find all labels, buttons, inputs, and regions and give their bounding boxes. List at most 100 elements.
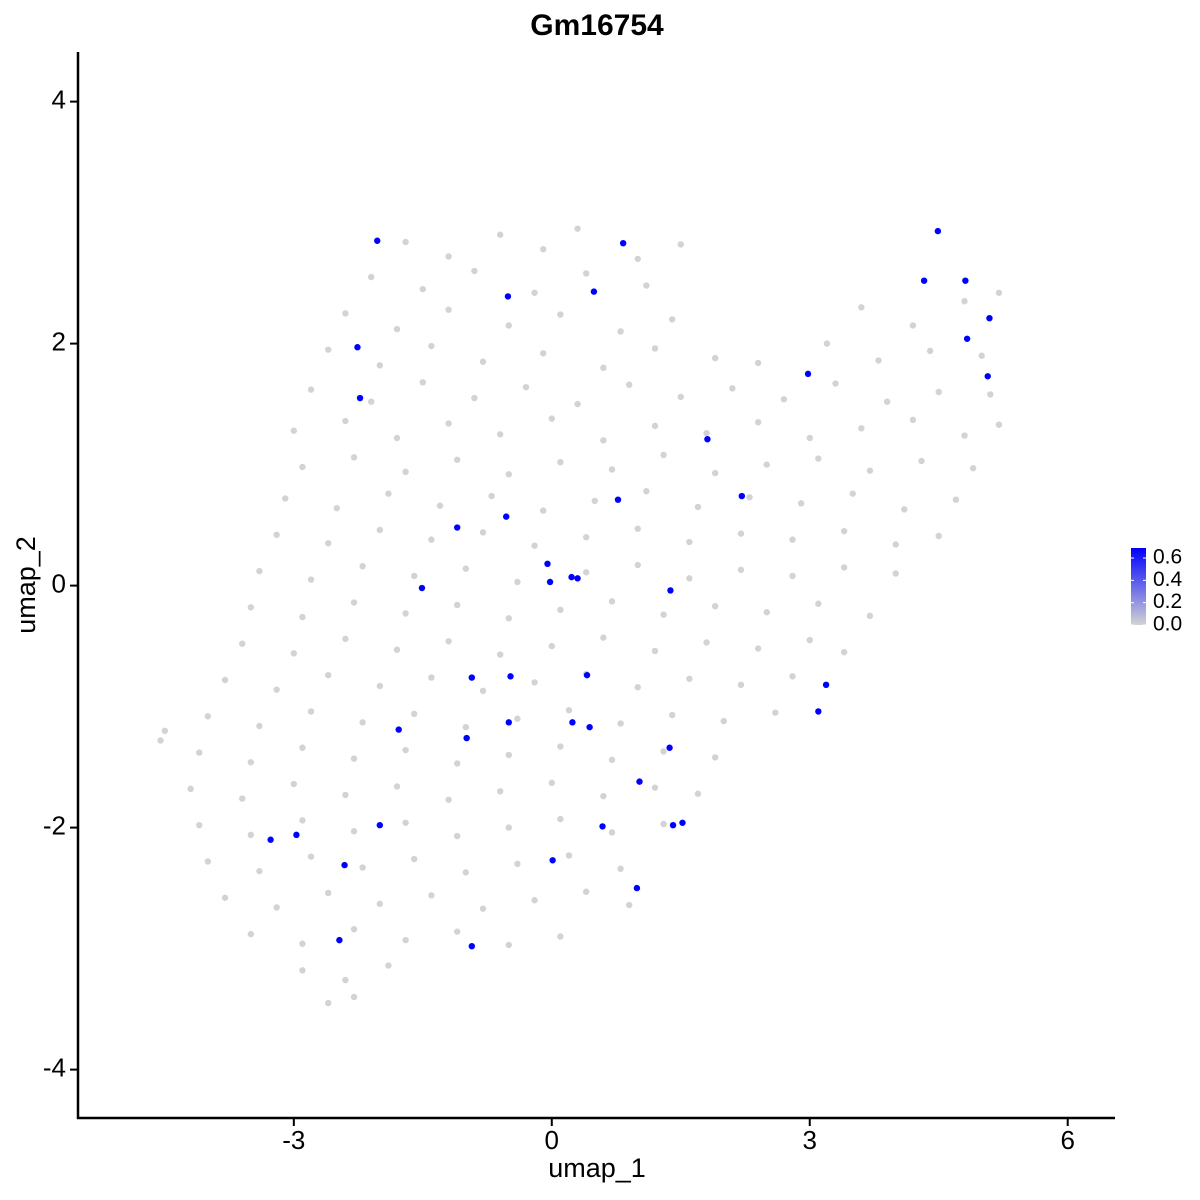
cell-point (350, 755, 358, 762)
cell-point (507, 673, 514, 680)
cell-point (196, 821, 203, 829)
cell-point (557, 311, 564, 318)
cell-point (350, 599, 358, 606)
cell-point (341, 861, 348, 869)
cell-point (918, 457, 925, 465)
cell-point (961, 432, 968, 439)
cell-point (583, 671, 591, 679)
cell-point (840, 648, 848, 656)
cell-point (325, 671, 332, 679)
cell-point (256, 722, 263, 730)
cell-point (969, 465, 977, 472)
cell-point (196, 749, 203, 756)
cell-point (544, 560, 551, 568)
cell-point (643, 488, 650, 495)
cell-point (468, 942, 476, 950)
cell-point (677, 393, 684, 401)
cell-point (411, 710, 418, 718)
cell-point (901, 506, 908, 513)
cell-point (247, 604, 255, 611)
cell-point (668, 316, 676, 323)
cell-point (557, 606, 564, 614)
cell-point (376, 900, 384, 908)
cell-point (660, 611, 667, 618)
cell-point (402, 238, 409, 246)
cell-point (496, 431, 504, 438)
cell-point (677, 241, 684, 248)
cell-point (496, 231, 504, 238)
cell-point (608, 466, 616, 473)
cell-point (505, 471, 512, 478)
cell-point (909, 416, 917, 424)
cell-point (157, 737, 164, 744)
cell-point (668, 711, 676, 719)
cell-point (402, 936, 409, 944)
cell-point (161, 727, 169, 735)
cell-point (419, 379, 427, 386)
cell-point (669, 821, 677, 829)
cell-point (479, 529, 487, 536)
cell-point (445, 638, 452, 645)
cell-point (651, 345, 659, 352)
y-tick-label: -4 (43, 1052, 66, 1082)
cell-point (445, 796, 452, 803)
cell-point (608, 829, 616, 836)
cell-point (737, 566, 745, 574)
cell-point (935, 388, 942, 396)
cell-point (505, 322, 512, 329)
cell-point (496, 788, 504, 795)
cell-point (204, 858, 212, 865)
chart-title: Gm16754 (530, 9, 664, 42)
cell-point (307, 386, 315, 393)
cell-point (376, 682, 384, 690)
cell-point (402, 819, 409, 826)
colorbar-tick-label: 0.0 (1153, 613, 1182, 636)
cell-point (505, 615, 512, 622)
colorbar-tick-label: 0.2 (1153, 590, 1182, 613)
cell-point (462, 869, 470, 876)
cell-point (454, 760, 461, 767)
cell-point (325, 540, 332, 547)
cell-point (763, 609, 770, 616)
cell-point (995, 421, 1003, 428)
cell-point (479, 905, 487, 912)
cell-point (307, 853, 315, 860)
cell-point (568, 573, 575, 581)
cell-point (531, 679, 538, 686)
cell-point (549, 857, 556, 864)
x-tick-label: -3 (282, 1125, 305, 1155)
cell-point (574, 225, 581, 232)
cell-point (875, 357, 882, 364)
cell-point (962, 277, 969, 284)
cell-point (428, 342, 435, 350)
cell-point (445, 420, 452, 427)
cell-point (651, 647, 659, 655)
cell-point (582, 888, 590, 895)
cell-point (772, 709, 779, 716)
cell-point (376, 821, 384, 829)
cell-point (754, 645, 762, 652)
x-tick-label: 0 (545, 1125, 559, 1155)
cell-point (504, 293, 512, 300)
cell-point (436, 502, 444, 509)
cell-point (531, 542, 538, 549)
cell-point (763, 461, 770, 468)
cell-point (454, 601, 461, 609)
cell-point (704, 435, 711, 443)
y-tick-label: 2 (52, 326, 66, 356)
cell-point (600, 792, 607, 800)
cell-point (342, 417, 349, 425)
points (157, 225, 1003, 1007)
cell-point (336, 936, 343, 944)
cell-point (858, 304, 865, 311)
cell-point (505, 751, 512, 759)
cell-point (806, 636, 813, 644)
cell-point (586, 723, 593, 731)
cell-point (599, 823, 606, 830)
cell-point (273, 686, 280, 693)
cell-point (582, 534, 590, 541)
cell-point (325, 346, 332, 353)
cell-point (984, 373, 991, 380)
cell-point (634, 684, 641, 691)
cell-point (187, 785, 194, 793)
